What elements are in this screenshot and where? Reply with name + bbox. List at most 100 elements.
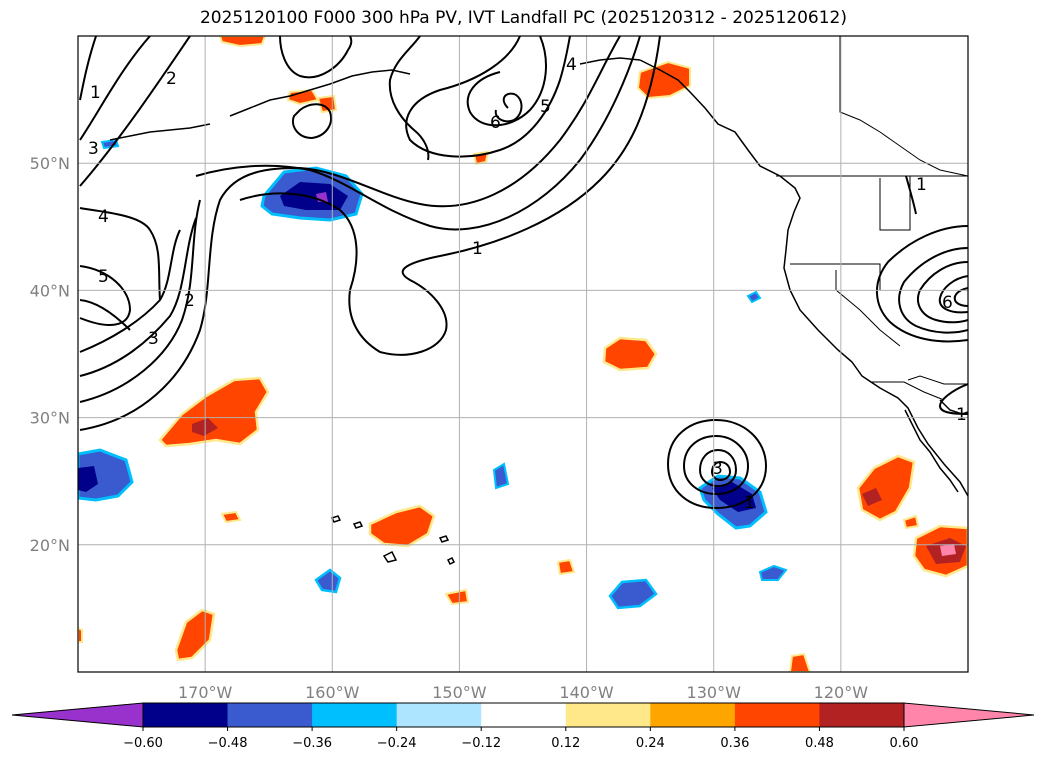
shade-negative — [746, 290, 762, 304]
colorbar-tick-label: −0.12 — [461, 736, 501, 751]
shade-positive — [78, 626, 83, 643]
colorbar: −0.60 −0.48 −0.36 −0.24 −0.12 0.12 0.24 0.36 0.4… — [11, 702, 1035, 751]
contour-line — [466, 36, 547, 127]
coastlines — [109, 57, 968, 566]
colorbar-tick-label: 0.48 — [805, 736, 834, 751]
contour-line — [79, 207, 161, 301]
contour-line — [239, 36, 661, 356]
contour-line — [698, 448, 738, 488]
contour-label: 1 — [90, 83, 101, 103]
contour-label: 2 — [184, 291, 195, 311]
colorbar-segment — [650, 703, 736, 727]
longitude-label: 170°W — [178, 683, 233, 702]
colorbar-outline — [142, 702, 905, 728]
contour-line — [405, 36, 571, 158]
latitude-label: 40°N — [30, 281, 70, 300]
shade-positive — [368, 504, 436, 548]
pv-anomaly-shading — [78, 36, 968, 672]
longitude-label: 150°W — [432, 683, 487, 702]
contour-label: 3 — [88, 139, 99, 159]
borders — [776, 36, 968, 401]
latitude-labels: 50°N 40°N 30°N 20°N — [30, 154, 70, 555]
contour-line — [494, 92, 523, 123]
contour-labels: 1 2 3 4 5 6 1 2 3 4 5 6 1 1 3 1 — [88, 55, 967, 513]
contour-line — [79, 229, 181, 353]
longitude-label: 140°W — [559, 683, 614, 702]
pv-contours — [79, 36, 968, 510]
longitude-label: 160°W — [305, 683, 360, 702]
colorbar-segment — [819, 703, 905, 727]
longitude-labels: 170°W 160°W 150°W 140°W 130°W 120°W — [178, 683, 868, 702]
map-background — [78, 36, 968, 672]
contour-label: 4 — [98, 207, 109, 227]
contour-line — [79, 36, 97, 101]
contour-line — [917, 261, 968, 324]
shade-positive — [220, 510, 242, 524]
figure-title: 2025120100 F000 300 hPa PV, IVT Landfall… — [199, 8, 847, 28]
contour-line — [905, 175, 917, 215]
latitude-label: 30°N — [30, 409, 70, 428]
colorbar-segment — [227, 703, 313, 727]
contour-label: 1 — [956, 405, 967, 425]
colorbar-segment — [396, 703, 482, 727]
longitude-label: 130°W — [687, 683, 742, 702]
contour-line — [710, 460, 732, 482]
shade-positive — [636, 60, 691, 100]
contour-label: 1 — [916, 175, 927, 195]
shade-negative-core — [78, 466, 98, 492]
contour-line — [79, 199, 201, 403]
colorbar-segment — [312, 703, 398, 727]
shade-positive — [556, 558, 576, 576]
contour-line — [79, 265, 132, 326]
contour-label: 1 — [472, 239, 483, 259]
shade-positive — [316, 94, 338, 114]
contour-line — [388, 36, 430, 161]
colorbar-tick-label: −0.24 — [377, 736, 417, 751]
contour-label: 6 — [490, 113, 501, 133]
contour-line — [79, 217, 197, 377]
contour-label: 1 — [744, 493, 755, 513]
contour-label: 4 — [566, 55, 577, 75]
contour-line — [875, 225, 968, 343]
shade-negative — [758, 564, 788, 581]
latitude-label: 20°N — [30, 536, 70, 555]
contour-label: 3 — [148, 329, 159, 349]
contour-line — [938, 275, 968, 314]
shade-positive — [602, 336, 658, 372]
shade-negative-core — [712, 482, 756, 512]
longitude-label: 120°W — [814, 683, 869, 702]
colorbar-segment — [143, 703, 229, 727]
shade-positive — [158, 376, 270, 448]
latitude-label: 50°N — [30, 154, 70, 173]
contour-line — [666, 418, 768, 510]
contour-line — [195, 36, 641, 231]
colorbar-over-extend — [903, 702, 1035, 728]
contour-line — [938, 383, 968, 415]
contour-line — [79, 36, 191, 187]
contour-line — [682, 434, 750, 496]
colorbar-under-extend — [11, 702, 144, 728]
shade-negative — [314, 568, 342, 594]
shade-positive-max — [940, 544, 956, 556]
shade-positive — [218, 36, 267, 48]
contour-line — [292, 103, 332, 140]
colorbar-tick-label: 0.24 — [636, 736, 665, 751]
colorbar-segment — [481, 703, 567, 727]
colorbar-tick-label: 0.36 — [720, 736, 749, 751]
colorbar-tick-label: −0.36 — [292, 736, 332, 751]
colorbar-segment — [734, 703, 820, 727]
contour-label: 5 — [540, 97, 551, 117]
contour-label: 5 — [98, 267, 109, 287]
contour-line — [79, 36, 151, 141]
contour-line — [898, 247, 968, 334]
shade-positive-core — [862, 488, 882, 506]
shade-negative-core — [280, 182, 348, 210]
contour-label: 3 — [712, 459, 723, 479]
shade-negative — [100, 138, 120, 150]
colorbar-tick-label: −0.60 — [123, 736, 163, 751]
map-frame — [77, 35, 969, 673]
contour-label: 2 — [166, 69, 177, 89]
shade-positive — [788, 652, 812, 672]
contour-label: 6 — [942, 293, 953, 313]
